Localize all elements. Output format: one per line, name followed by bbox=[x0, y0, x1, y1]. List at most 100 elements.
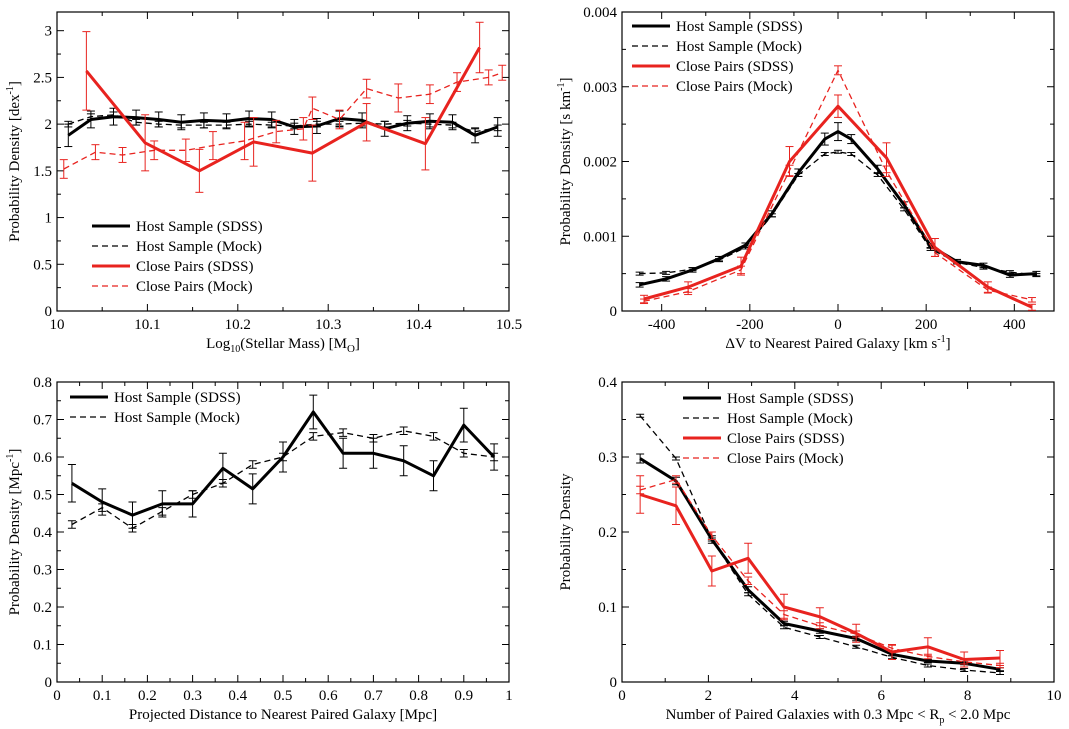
x-axis-label: Number of Paired Galaxies with 0.3 Mpc <… bbox=[666, 707, 1011, 726]
legend-label: Host Sample (Mock) bbox=[114, 410, 240, 426]
series-line bbox=[639, 415, 1001, 674]
x-tick-label: 400 bbox=[1003, 317, 1026, 333]
y-tick-label: 0.3 bbox=[33, 563, 52, 579]
legend: Host Sample (SDSS) Host Sample (Mock) Clos… bbox=[632, 19, 803, 95]
y-axis-label: Probability Density bbox=[558, 473, 574, 591]
x-tick-label: 0.1 bbox=[93, 688, 112, 704]
x-tick-label: 0.3 bbox=[183, 688, 202, 704]
x-tick-label: 0.5 bbox=[274, 688, 293, 704]
x-tick-label: 0.4 bbox=[228, 688, 247, 704]
y-tick-label: 1 bbox=[45, 211, 53, 227]
series-4 bbox=[59, 64, 507, 179]
series-4 bbox=[636, 475, 1004, 669]
legend-label: Close Pairs (Mock) bbox=[136, 279, 253, 295]
plot-frame bbox=[56, 381, 510, 683]
y-tick-label: 0.8 bbox=[33, 375, 52, 391]
x-tick-label: 10 bbox=[1047, 688, 1062, 704]
y-tick-label: 0.5 bbox=[33, 488, 52, 504]
x-tick-label: 0 bbox=[53, 688, 61, 704]
legend: Host Sample (SDSS) Host Sample (Mock) bbox=[70, 390, 241, 426]
y-tick-label: 3 bbox=[45, 24, 53, 40]
x-tick-label: 0.6 bbox=[319, 688, 338, 704]
chart-panel-1: 10 10.1 10.2 10.3 10.4 10.5 0 0.5 1 1.5 2 2.5 3 Log10… bbox=[5, 11, 522, 355]
legend-label: Host Sample (Mock) bbox=[727, 411, 853, 427]
legend-label: Close Pairs (Mock) bbox=[676, 79, 793, 95]
chart-panel-2: -400 -200 0 200 400 0 0.001 0.002 0.003 0.004 ΔV t… bbox=[556, 5, 1055, 352]
x-tick-label: 0.8 bbox=[409, 688, 428, 704]
x-tick-label: 10.5 bbox=[496, 317, 522, 333]
legend-label: Host Sample (Mock) bbox=[136, 239, 262, 255]
x-tick-label: -400 bbox=[648, 317, 676, 333]
x-tick-label: 2 bbox=[705, 688, 713, 704]
y-tick-label: 2 bbox=[45, 117, 53, 133]
y-tick-label: 0.2 bbox=[33, 600, 52, 616]
y-tick-label: 0.001 bbox=[583, 229, 617, 245]
x-tick-label: 10.3 bbox=[315, 317, 341, 333]
x-axis-label: Projected Distance to Nearest Paired Gal… bbox=[129, 707, 437, 723]
x-tick-label: 10 bbox=[50, 317, 65, 333]
series-line bbox=[68, 114, 498, 133]
x-tick-label: 10.4 bbox=[405, 317, 432, 333]
x-tick-label: 6 bbox=[877, 688, 885, 704]
legend-label: Close Pairs (SDSS) bbox=[136, 259, 254, 275]
y-tick-label: 0.1 bbox=[33, 638, 52, 654]
x-tick-label: -200 bbox=[736, 317, 764, 333]
y-axis-label: Probability Density [dex-1] bbox=[5, 81, 23, 242]
y-tick-label: 0 bbox=[610, 675, 618, 691]
x-tick-label: 0.9 bbox=[454, 688, 473, 704]
series-1 bbox=[635, 122, 1041, 288]
x-tick-label: 8 bbox=[964, 688, 972, 704]
y-tick-label: 0.7 bbox=[33, 413, 52, 429]
series-3 bbox=[82, 21, 484, 193]
x-axis-label: Log10(Stellar Mass) [MO] bbox=[206, 336, 360, 355]
y-tick-label: 0.3 bbox=[598, 450, 617, 466]
legend-label: Host Sample (SDSS) bbox=[727, 391, 854, 407]
legend-label: Host Sample (SDSS) bbox=[136, 219, 263, 235]
series-line bbox=[639, 478, 1001, 667]
series-2 bbox=[636, 413, 1004, 675]
x-tick-label: 0 bbox=[618, 688, 626, 704]
series-3 bbox=[636, 475, 1004, 668]
x-tick-label: 0.7 bbox=[364, 688, 383, 704]
series-line bbox=[639, 130, 1037, 287]
y-tick-label: 0.4 bbox=[33, 525, 52, 541]
legend: Host Sample (SDSS) Host Sample (Mock) Clos… bbox=[92, 219, 263, 295]
x-tick-label: 200 bbox=[915, 317, 938, 333]
series-2 bbox=[635, 149, 1041, 278]
y-tick-label: 0.4 bbox=[598, 375, 617, 391]
y-tick-label: 0 bbox=[45, 675, 53, 691]
legend-label: Close Pairs (SDSS) bbox=[727, 431, 845, 447]
x-tick-label: 0.2 bbox=[138, 688, 157, 704]
legend-label: Host Sample (SDSS) bbox=[114, 390, 241, 406]
y-tick-label: 2.5 bbox=[33, 70, 52, 86]
x-tick-label: 4 bbox=[791, 688, 799, 704]
y-tick-label: 0.6 bbox=[33, 450, 52, 466]
series-4 bbox=[640, 65, 1036, 305]
x-tick-label: 10.2 bbox=[225, 317, 251, 333]
y-tick-label: 0.1 bbox=[598, 600, 617, 616]
y-tick-label: 1.5 bbox=[33, 164, 52, 180]
y-tick-label: 0.002 bbox=[583, 155, 617, 171]
y-tick-label: 0.003 bbox=[583, 80, 617, 96]
x-tick-label: 0 bbox=[834, 317, 842, 333]
plot-frame bbox=[621, 381, 1055, 683]
y-tick-label: 0.2 bbox=[598, 525, 617, 541]
series-line bbox=[639, 151, 1037, 276]
legend-label: Close Pairs (SDSS) bbox=[676, 59, 794, 75]
legend-label: Close Pairs (Mock) bbox=[727, 451, 844, 467]
series-2 bbox=[67, 426, 499, 533]
y-tick-label: 0.5 bbox=[33, 257, 52, 273]
chart-panel-3: 0 0.1 0.2 0.3 0.4 0.5 0.6 0.7 0.8 0.9 1 0 0.1 0.2 0.3 0… bbox=[5, 375, 513, 723]
chart-panel-4: 0 2 4 6 8 10 0 0.1 0.2 0.3 0.4 Number of Paired Gal… bbox=[558, 375, 1062, 726]
series-line bbox=[639, 493, 1001, 661]
series-2 bbox=[64, 111, 502, 135]
x-tick-label: 1 bbox=[505, 688, 513, 704]
y-axis-label: Probability Density [Mpc-1] bbox=[5, 449, 23, 616]
legend: Host Sample (SDSS) Host Sample (Mock) Clos… bbox=[683, 391, 854, 467]
x-tick-label: 10.1 bbox=[134, 317, 160, 333]
series-line bbox=[71, 430, 495, 529]
y-tick-label: 0 bbox=[610, 304, 618, 320]
legend-label: Host Sample (Mock) bbox=[676, 39, 802, 55]
series-line bbox=[63, 72, 503, 170]
